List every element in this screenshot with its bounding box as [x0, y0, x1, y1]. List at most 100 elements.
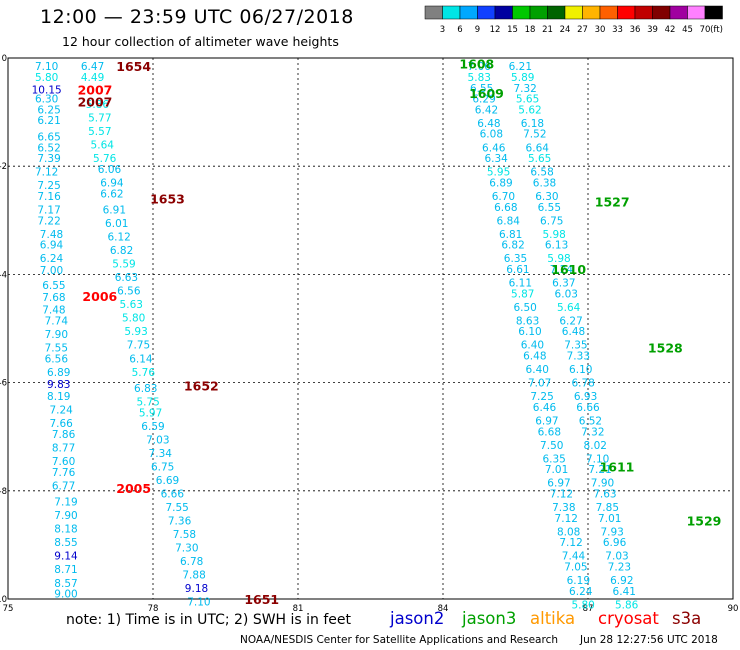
swh-value-label: 6.40 — [521, 340, 544, 352]
swh-value-label: 7.23 — [608, 562, 631, 574]
swh-value-label: 7.19 — [54, 497, 77, 509]
swh-value-label: 6.82 — [110, 245, 133, 257]
pass-time-label: 2007 — [78, 82, 113, 97]
swh-value-label: 7.01 — [545, 464, 568, 476]
swh-value-label: 7.03 — [146, 434, 169, 446]
swh-value-label: 6.30 — [35, 94, 58, 106]
swh-value-label: 5.80 — [571, 599, 594, 611]
swh-value-label: 8.55 — [54, 537, 77, 549]
color-scale-label: 3 — [440, 25, 445, 35]
swh-value-label: 6.70 — [492, 191, 515, 203]
swh-value-label: 7.06 — [468, 61, 492, 73]
color-scale-label: 6 — [457, 25, 462, 35]
swh-value-label: 5.77 — [88, 113, 111, 125]
swh-value-label: 7.30 — [175, 543, 198, 555]
swh-value-label: 7.38 — [552, 502, 575, 514]
swh-value-label: 6.19 — [567, 575, 590, 587]
swh-value-label: 6.58 — [530, 167, 553, 179]
swh-value-label: 5.80 — [35, 72, 58, 84]
pass-time-label: 2005 — [116, 481, 151, 496]
swh-value-label: 8.63 — [516, 315, 539, 327]
swh-value-label: 6.52 — [37, 142, 60, 154]
color-scale-label: 24 — [560, 25, 571, 35]
pass-time-label: 1653 — [150, 192, 185, 207]
swh-value-label: 6.42 — [475, 104, 498, 116]
x-tick-label: 87 — [583, 604, 594, 614]
pass-time-label: 1611 — [600, 459, 635, 474]
swh-value-label: 8.77 — [52, 443, 75, 455]
swh-value-label: 5.86 — [86, 99, 110, 111]
legend-jason2: jason2 — [390, 609, 445, 628]
swh-value-label: 7.12 — [550, 489, 573, 501]
swh-value-label: 5.76 — [132, 367, 156, 379]
y-tick-label: -10 — [0, 595, 7, 605]
color-scale-label: 70 — [700, 25, 711, 35]
swh-value-label: 6.89 — [489, 177, 512, 189]
swh-value-label: 7.66 — [49, 418, 73, 430]
swh-value-label: 9.14 — [54, 551, 78, 563]
x-tick-label: 78 — [148, 604, 159, 614]
swh-value-label: 6.06 — [98, 164, 122, 176]
swh-value-label: 5.87 — [511, 288, 534, 300]
swh-value-label: 7.35 — [564, 340, 587, 352]
swh-value-label: 5.80 — [122, 313, 145, 325]
swh-value-label: 7.25 — [530, 391, 553, 403]
swh-value-label: 8.19 — [47, 391, 70, 403]
swh-value-label: 7.55 — [45, 342, 68, 354]
legend-jason3: jason3 — [462, 609, 517, 628]
swh-value-label: 6.37 — [552, 278, 575, 290]
time-labels: 1654200720071653200616522005165116081609… — [78, 56, 722, 607]
swh-value-label: 7.74 — [45, 315, 69, 327]
swh-value-label: 7.44 — [562, 551, 586, 563]
swh-value-label: 7.33 — [567, 351, 590, 363]
swh-value-label: 7.25 — [37, 180, 60, 192]
swh-value-label: 7.12 — [35, 167, 58, 179]
swh-value-label: 6.10 — [518, 326, 541, 338]
swh-value-label: 6.94 — [40, 240, 64, 252]
footnote: note: 1) Time is in UTC; 2) SWH is in fe… — [66, 612, 352, 628]
swh-value-label: 6.41 — [613, 586, 636, 598]
swh-value-label: 6.14 — [129, 353, 153, 365]
color-scale-unit: (ft) — [710, 25, 723, 35]
page-title: 12:00 — 23:59 UTC 06/27/2018 — [40, 6, 354, 28]
swh-value-label: 5.59 — [112, 259, 135, 271]
swh-value-label: 6.92 — [610, 575, 633, 587]
swh-value-label: 6.61 — [506, 264, 529, 276]
swh-value-label: 7.07 — [528, 378, 551, 390]
swh-value-label: 6.56 — [45, 353, 69, 365]
map-grid — [8, 58, 733, 599]
swh-value-label: 7.12 — [559, 537, 582, 549]
swh-value-label: 6.52 — [579, 415, 602, 427]
swh-value-label: 6.30 — [535, 191, 558, 203]
swh-value-label: 7.52 — [523, 129, 546, 141]
color-scale-label: 42 — [665, 25, 676, 35]
color-scale-label: 9 — [475, 25, 480, 35]
swh-value-label: 6.12 — [107, 232, 130, 244]
swh-value-label: 6.38 — [533, 177, 556, 189]
swh-value-label: 7.90 — [54, 510, 77, 522]
swh-value-label: 6.24 — [40, 253, 64, 265]
swh-value-label: 5.65 — [528, 153, 551, 165]
x-tick-label: 81 — [293, 604, 304, 614]
swh-value-label: 7.05 — [564, 562, 587, 574]
swh-value-label: 7.21 — [588, 464, 611, 476]
swh-value-label: 6.34 — [484, 153, 508, 165]
swh-value-label: 8.57 — [54, 578, 77, 590]
swh-value-label: 6.27 — [559, 315, 582, 327]
swh-value-label: 6.35 — [542, 453, 565, 465]
pass-time-label: 2007 — [78, 94, 113, 109]
swh-value-label: 6.66 — [161, 489, 185, 501]
swh-value-label: 5.62 — [518, 104, 541, 116]
color-swatch — [704, 5, 723, 20]
legend-cryosat: cryosat — [598, 609, 659, 628]
swh-value-label: 5.89 — [511, 72, 534, 84]
swh-value-label: 6.83 — [134, 383, 157, 395]
swh-value-label: 5.95 — [487, 167, 510, 179]
credit-line: NOAA/NESDIS Center for Satellite Applica… — [240, 634, 558, 646]
legend-altika: altika — [530, 609, 576, 628]
swh-value-label: 6.78 — [180, 556, 203, 568]
y-tick-label: -4 — [0, 270, 7, 280]
swh-value-label: 6.63 — [115, 272, 138, 284]
swh-value-label: 6.18 — [521, 118, 544, 130]
